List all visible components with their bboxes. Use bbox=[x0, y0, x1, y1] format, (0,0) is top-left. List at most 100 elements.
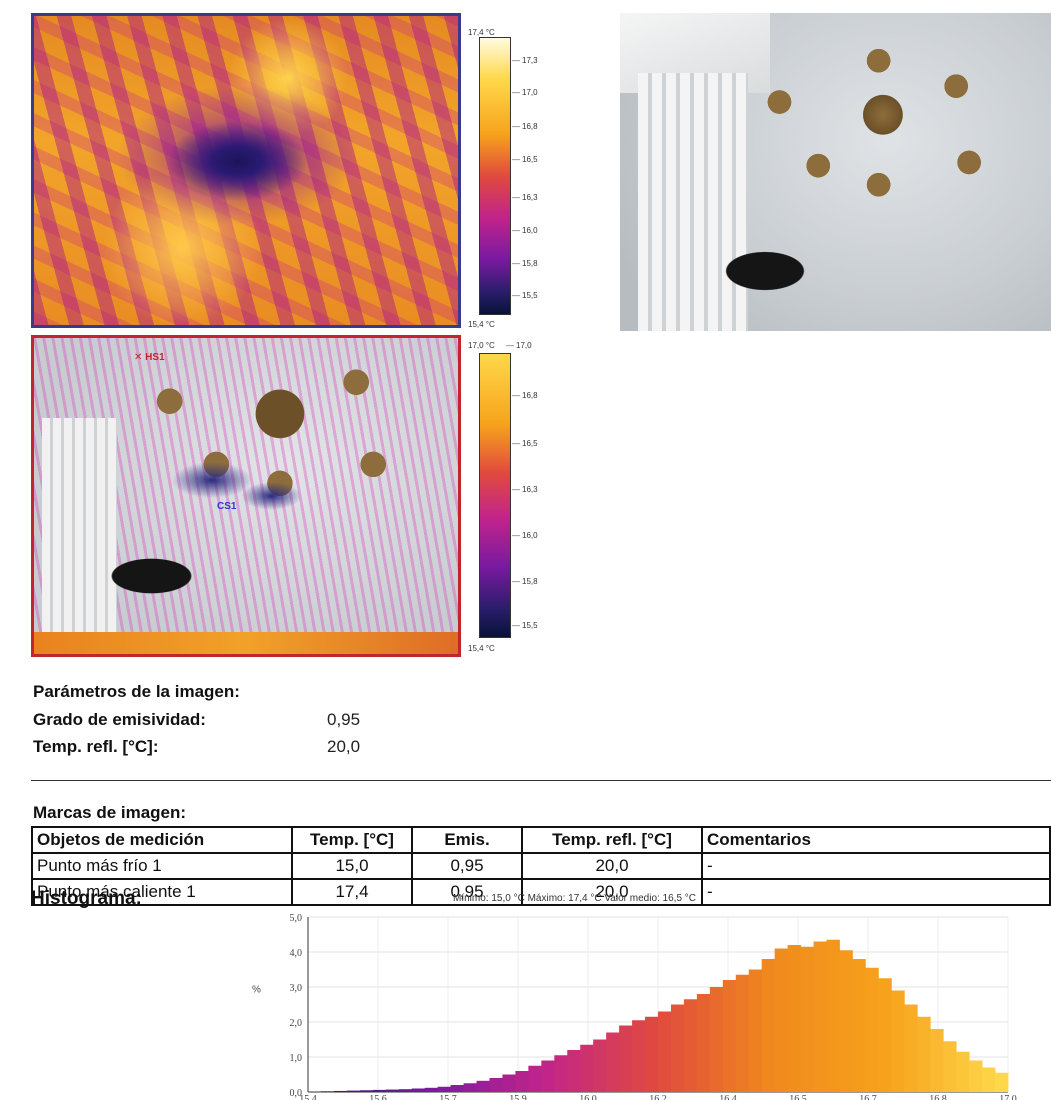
column-header: Temp. refl. [°C] bbox=[521, 826, 703, 854]
scale-tick: 17,3 bbox=[512, 56, 538, 65]
histogram-bar bbox=[580, 1044, 594, 1092]
pilaster-detail bbox=[42, 418, 117, 648]
histogram-bar bbox=[930, 1029, 944, 1092]
table-cell: 20,0 bbox=[521, 852, 703, 880]
histogram-title: Histograma: bbox=[31, 888, 142, 909]
histogram-bar bbox=[489, 1078, 503, 1092]
histogram-bar bbox=[619, 1025, 633, 1092]
histogram-bar bbox=[826, 939, 840, 1092]
y-tick-label: 0,0 bbox=[290, 1088, 303, 1099]
hot-spot-marker: ✕ HS1 bbox=[134, 352, 165, 363]
params-title: Parámetros de la imagen: bbox=[33, 682, 240, 701]
scale-tick: 16,8 bbox=[512, 391, 538, 400]
table-header-row: Objetos de medición Temp. [°C] Emis. Tem… bbox=[31, 826, 1051, 854]
x-tick-label: 17,0 bbox=[999, 1094, 1017, 1100]
table-cell: 17,4 bbox=[291, 878, 413, 906]
histogram-bar bbox=[502, 1074, 516, 1092]
histogram-bar bbox=[943, 1041, 957, 1092]
scale-max-label: 17,0 °C bbox=[468, 341, 495, 350]
histogram-bar bbox=[463, 1083, 477, 1092]
histogram-bar bbox=[839, 950, 853, 1092]
scale-tick: 16,5 bbox=[512, 439, 538, 448]
histogram-bar bbox=[346, 1090, 361, 1092]
x-tick-label: 15,7 bbox=[439, 1094, 457, 1100]
x-tick-label: 15,9 bbox=[509, 1094, 527, 1100]
histogram-bar bbox=[722, 980, 737, 1092]
refl-temp-label: Temp. refl. [°C]: bbox=[33, 737, 159, 756]
y-tick-label: 3,0 bbox=[290, 983, 303, 994]
column-header: Comentarios bbox=[701, 826, 1051, 854]
thermal-band bbox=[34, 632, 458, 654]
histogram-bar bbox=[774, 948, 789, 1092]
scale-tick: 16,3 bbox=[512, 485, 538, 494]
histogram-bar bbox=[606, 1032, 620, 1092]
column-header: Emis. bbox=[411, 826, 523, 854]
histogram-bar bbox=[333, 1090, 348, 1092]
scale-tick: 16,8 bbox=[512, 122, 538, 131]
histogram-bar bbox=[683, 999, 698, 1092]
temperature-scale-bar bbox=[479, 37, 511, 315]
x-tick-label: 16,8 bbox=[929, 1094, 947, 1100]
histogram-bar bbox=[372, 1089, 387, 1092]
scale-tick: 15,5 bbox=[512, 291, 538, 300]
table-cell: 0,95 bbox=[411, 878, 523, 906]
histogram-bar bbox=[450, 1085, 464, 1092]
histogram-bar bbox=[761, 959, 776, 1092]
refl-temp-value: 20,0 bbox=[327, 737, 361, 756]
histogram-bar bbox=[800, 946, 814, 1092]
scale-tick: 16,0 bbox=[512, 531, 538, 540]
histogram-bar bbox=[982, 1067, 996, 1092]
y-tick-label: 1,0 bbox=[290, 1053, 303, 1064]
histogram-bar bbox=[865, 967, 879, 1092]
histogram-stats: Mínimo: 15,0 °C Máximo: 17,4 °C Valor me… bbox=[453, 893, 697, 904]
scale-tick: 16,0 bbox=[512, 226, 538, 235]
histogram-bar bbox=[658, 1011, 672, 1092]
y-tick-label: 5,0 bbox=[290, 913, 303, 924]
table-cell: Punto más frío 1 bbox=[31, 852, 293, 880]
histogram-bar bbox=[437, 1086, 451, 1092]
scale-tick: 16,5 bbox=[512, 155, 538, 164]
scale-min-label: 15,4 °C bbox=[468, 320, 495, 329]
marks-table: Objetos de medición Temp. [°C] Emis. Tem… bbox=[31, 826, 1051, 906]
x-tick-label: 15,6 bbox=[369, 1094, 387, 1100]
histogram-bar bbox=[709, 987, 724, 1092]
histogram-bar bbox=[424, 1087, 439, 1092]
hot-spot-label: HS1 bbox=[145, 352, 165, 363]
histogram-bar bbox=[528, 1065, 542, 1092]
table-row: Punto más frío 1 15,0 0,95 20,0 - bbox=[31, 852, 1051, 880]
scale-tick: 15,5 bbox=[512, 621, 538, 630]
emissivity-label: Grado de emisividad: bbox=[33, 710, 206, 729]
histogram-bar bbox=[878, 978, 892, 1092]
column-header: Temp. [°C] bbox=[291, 826, 413, 854]
scale-tick: 15,8 bbox=[512, 259, 538, 268]
x-tick-label: 16,2 bbox=[649, 1094, 667, 1100]
histogram-bar bbox=[476, 1080, 490, 1092]
emissivity-value: 0,95 bbox=[327, 710, 361, 729]
histogram-bar bbox=[696, 994, 711, 1092]
histogram-chart: 5,0 4,0 3,0 2,0 1,0 0,015,4 15,6 15,7 15,9 16,0 16… bbox=[252, 913, 1017, 1100]
histogram-bar bbox=[956, 1051, 970, 1092]
table-cell: Punto más caliente 1 bbox=[31, 878, 293, 906]
thermal-image bbox=[31, 13, 461, 328]
thermal-overlay-image: ✕ HS1 CS1 bbox=[31, 335, 461, 657]
y-tick-label: 4,0 bbox=[290, 948, 303, 959]
visual-photo bbox=[620, 13, 1051, 331]
column-header: Objetos de medición bbox=[31, 826, 293, 854]
histogram-bar bbox=[359, 1090, 374, 1092]
scale-tick: 17,0 bbox=[512, 88, 538, 97]
scale-tick: 15,8 bbox=[512, 577, 538, 586]
scale-tick: 16,3 bbox=[512, 193, 538, 202]
histogram-bar bbox=[320, 1091, 335, 1092]
histogram-bar bbox=[813, 941, 827, 1092]
histogram-bar bbox=[735, 974, 750, 1092]
x-tick-label: 16,4 bbox=[719, 1094, 737, 1100]
histogram-bar bbox=[541, 1060, 555, 1092]
histogram-bar bbox=[632, 1020, 646, 1092]
table-cell: 20,0 bbox=[521, 878, 703, 906]
cold-spot-label: CS1 bbox=[217, 501, 237, 512]
table-cell: 15,0 bbox=[291, 852, 413, 880]
y-tick-label: 2,0 bbox=[290, 1018, 303, 1029]
table-cell: - bbox=[701, 852, 1051, 880]
histogram-bar bbox=[917, 1016, 931, 1092]
histogram-bar bbox=[995, 1072, 1009, 1092]
